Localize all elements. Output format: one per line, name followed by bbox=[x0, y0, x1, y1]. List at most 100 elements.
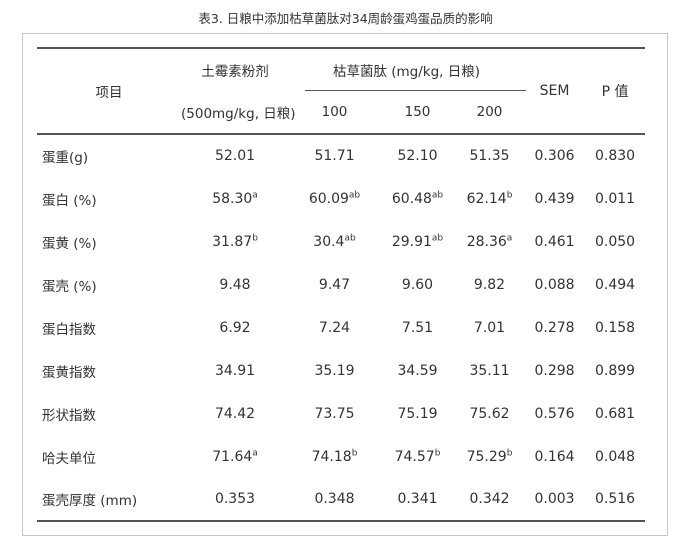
col-header-dose-100: 100 bbox=[321, 104, 348, 120]
cell-value: 9.60 bbox=[401, 276, 434, 293]
table-row: 蛋重(g) 52.01 51.71 52.10 51.35 0.306 0.830 bbox=[37, 134, 645, 177]
header-row-top: 项目 土霉素粉剂 枯草菌肽 (mg/kg, 日粮) SEM P 值 bbox=[37, 48, 645, 101]
cell-value: 51.71 bbox=[314, 148, 355, 164]
cell-value: 7.01 bbox=[473, 319, 506, 336]
cell-value: 71.64a bbox=[212, 447, 258, 465]
table-body: 蛋重(g) 52.01 51.71 52.10 51.35 0.306 0.830 蛋白 (%… bbox=[37, 134, 645, 521]
table-row: 形状指数 74.42 73.75 75.19 75.62 0.576 0.681 bbox=[37, 392, 645, 435]
cell-value: 29.91ab bbox=[391, 232, 444, 250]
col-header-control-dose: (500mg/kg, 日粮) bbox=[181, 106, 296, 122]
col-header-treatment-group: 枯草菌肽 (mg/kg, 日粮) bbox=[289, 48, 527, 91]
cell-value: 74.57b bbox=[394, 447, 441, 465]
cell-value: 34.91 bbox=[214, 362, 256, 379]
row-item-label: 蛋壳厚度 (mm) bbox=[42, 493, 138, 509]
cell-value: 28.36a bbox=[466, 232, 513, 250]
cell-value: 0.899 bbox=[594, 362, 636, 379]
row-item-label: 蛋壳 (%) bbox=[42, 278, 97, 295]
cell-value: 0.298 bbox=[534, 362, 575, 379]
cell-value: 0.048 bbox=[594, 448, 636, 465]
significance-superscript: ab bbox=[431, 232, 444, 243]
cell-value: 75.62 bbox=[469, 405, 510, 422]
cell-value: 9.82 bbox=[473, 276, 506, 293]
table-row: 蛋黄 (%) 31.87b 30.4ab 29.91ab 28.36a 0.461 0.05… bbox=[37, 220, 645, 263]
col-header-control-name: 土霉素粉剂 bbox=[201, 64, 269, 80]
cell-value: 34.59 bbox=[397, 362, 438, 379]
cell-value: 75.19 bbox=[397, 405, 438, 422]
significance-superscript: b bbox=[252, 232, 258, 243]
significance-superscript: a bbox=[252, 447, 258, 458]
cell-value: 0.278 bbox=[534, 319, 575, 336]
cell-value: 0.050 bbox=[594, 233, 636, 250]
cell-value: 0.011 bbox=[594, 190, 636, 207]
table-row: 蛋壳厚度 (mm) 0.353 0.348 0.341 0.342 0.003 0.516 bbox=[37, 478, 645, 521]
significance-superscript: b bbox=[434, 447, 441, 458]
cell-value: 0.341 bbox=[397, 491, 438, 507]
row-item-label: 蛋黄指数 bbox=[42, 364, 96, 381]
row-item-label: 蛋重(g) bbox=[42, 150, 89, 166]
col-header-pvalue: P 值 bbox=[601, 84, 629, 100]
table-row: 蛋壳 (%) 9.48 9.47 9.60 9.82 0.088 0.494 bbox=[37, 263, 645, 306]
cell-value: 7.24 bbox=[318, 319, 351, 336]
cell-value: 52.10 bbox=[397, 148, 438, 164]
cell-value: 0.439 bbox=[534, 190, 575, 207]
significance-superscript: a bbox=[252, 189, 258, 200]
significance-superscript: a bbox=[506, 232, 513, 243]
table-row: 蛋白 (%) 58.30a 60.09ab 60.48ab 62.14b 0.439 0.0… bbox=[37, 177, 645, 220]
cell-value: 74.18b bbox=[311, 447, 358, 465]
cell-value: 0.003 bbox=[534, 491, 575, 507]
cell-value: 35.11 bbox=[469, 362, 510, 379]
row-item-label: 蛋白 (%) bbox=[42, 192, 97, 209]
cell-value: 58.30a bbox=[212, 189, 258, 207]
cell-value: 30.4ab bbox=[313, 232, 356, 250]
cell-value: 35.19 bbox=[314, 362, 355, 379]
cell-value: 51.35 bbox=[469, 148, 510, 164]
cell-value: 31.87b bbox=[212, 232, 258, 250]
cell-value: 0.576 bbox=[534, 405, 575, 422]
table-header: 项目 土霉素粉剂 枯草菌肽 (mg/kg, 日粮) SEM P 值 (500mg… bbox=[37, 48, 646, 134]
col-header-item: 项目 bbox=[95, 85, 123, 101]
cell-value: 0.306 bbox=[534, 148, 575, 164]
cell-value: 0.158 bbox=[594, 319, 636, 336]
table-row: 蛋白指数 6.92 7.24 7.51 7.01 0.278 0.158 bbox=[37, 306, 645, 349]
cell-value: 7.51 bbox=[401, 319, 434, 336]
cell-value: 0.494 bbox=[594, 276, 636, 293]
cell-value: 0.348 bbox=[314, 491, 355, 507]
cell-value: 0.164 bbox=[534, 448, 575, 465]
header-row-sub: (500mg/kg, 日粮) 100 150 200 bbox=[37, 91, 645, 134]
cell-value: 9.47 bbox=[318, 276, 351, 293]
row-item-label: 蛋白指数 bbox=[42, 321, 96, 338]
significance-superscript: ab bbox=[431, 189, 444, 200]
table-caption: 表3. 日粮中添加枯草菌肽对34周龄蛋鸡蛋品质的影响 bbox=[198, 11, 493, 26]
table-row: 哈夫单位 71.64a 74.18b 74.57b 75.29b 0.164 0.048 bbox=[37, 435, 645, 478]
row-item-label: 形状指数 bbox=[42, 407, 96, 424]
cell-value: 6.92 bbox=[219, 319, 251, 336]
cell-value: 74.42 bbox=[214, 405, 256, 422]
cell-value: 62.14b bbox=[466, 189, 513, 207]
cell-value: 9.48 bbox=[219, 276, 251, 293]
cell-value: 0.516 bbox=[594, 491, 636, 507]
col-header-sem: SEM bbox=[539, 83, 570, 99]
egg-quality-table: 项目 土霉素粉剂 枯草菌肽 (mg/kg, 日粮) SEM P 值 (500mg… bbox=[37, 47, 646, 522]
table-row: 蛋黄指数 34.91 35.19 34.59 35.11 0.298 0.899 bbox=[37, 349, 645, 392]
cell-value: 0.461 bbox=[534, 233, 575, 250]
row-item-label: 哈夫单位 bbox=[42, 450, 96, 467]
cell-value: 0.830 bbox=[594, 148, 636, 164]
significance-superscript: ab bbox=[344, 232, 356, 243]
cell-value: 0.342 bbox=[469, 491, 510, 507]
cell-value: 0.088 bbox=[534, 276, 575, 293]
table-frame: 项目 土霉素粉剂 枯草菌肽 (mg/kg, 日粮) SEM P 值 (500mg… bbox=[22, 33, 668, 536]
significance-superscript: b bbox=[351, 447, 358, 458]
cell-value: 75.29b bbox=[466, 447, 513, 465]
cell-value: 0.681 bbox=[594, 405, 636, 422]
significance-superscript: b bbox=[506, 189, 513, 200]
col-header-dose-200: 200 bbox=[476, 104, 503, 120]
significance-superscript: b bbox=[506, 447, 513, 458]
cell-value: 52.01 bbox=[214, 148, 256, 164]
cell-value: 60.09ab bbox=[308, 189, 361, 207]
col-header-dose-150: 150 bbox=[404, 104, 431, 120]
cell-value: 73.75 bbox=[314, 405, 355, 422]
cell-value: 60.48ab bbox=[391, 189, 444, 207]
significance-superscript: ab bbox=[348, 189, 361, 200]
row-item-label: 蛋黄 (%) bbox=[42, 235, 97, 252]
cell-value: 0.353 bbox=[214, 491, 256, 507]
